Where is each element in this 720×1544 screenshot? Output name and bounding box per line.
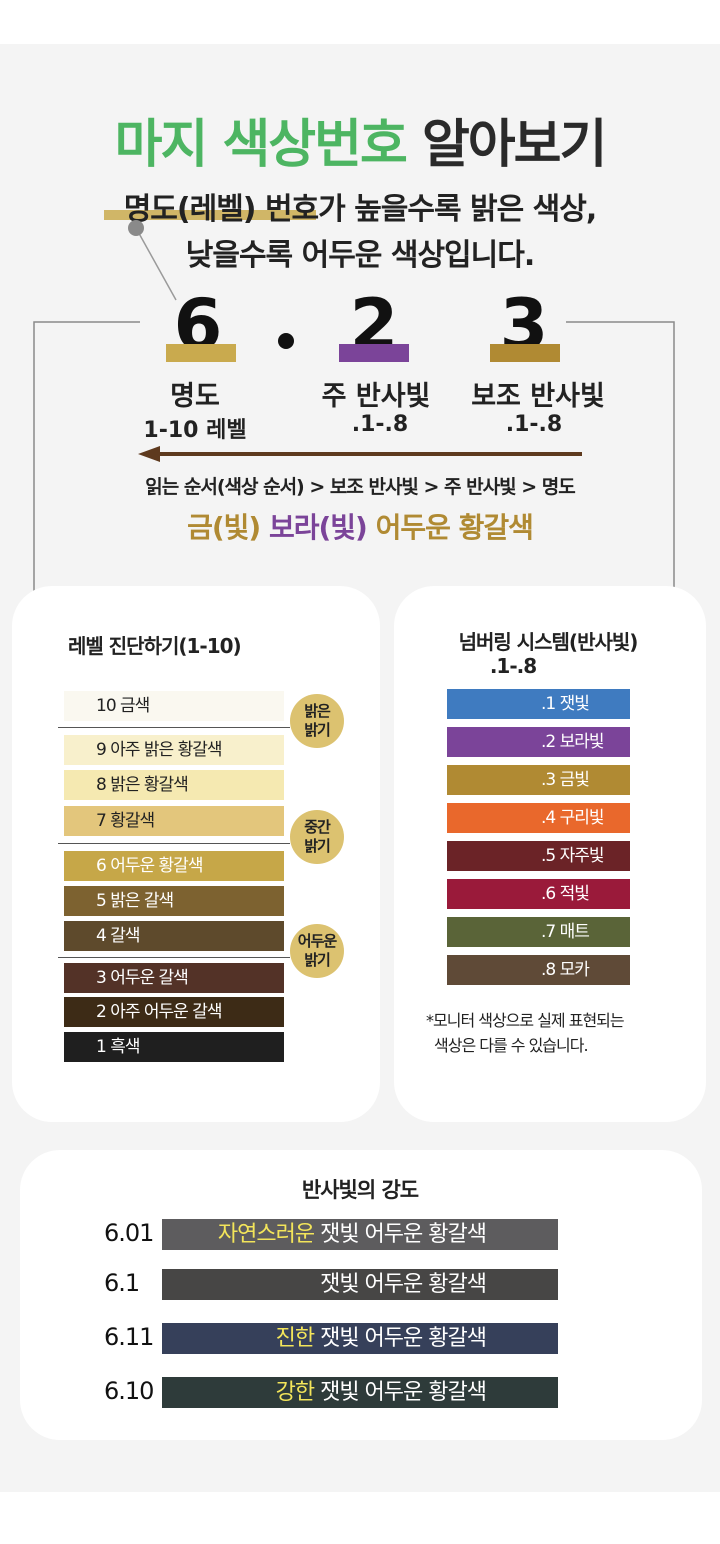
primary-bar <box>339 344 409 362</box>
intensity-bar: 진한 잿빛 어두운 황갈색 <box>162 1323 558 1354</box>
result-text: 금(빛) 보라(빛) 어두운 황갈색 <box>0 506 720 546</box>
level-8: 8 밝은 황갈색 <box>64 770 284 800</box>
intro-line-2: 낮을수록 어두운 색상입니다. <box>185 238 536 273</box>
level-5: 5 밝은 갈색 <box>64 886 284 916</box>
reflect-3: .3 금빛 <box>447 765 630 795</box>
intensity-highlight: 강한 <box>275 1380 315 1405</box>
range-primary: .1-.8 <box>351 412 409 437</box>
label-level: 명도 <box>170 381 220 412</box>
reflect-6: .6 적빛 <box>447 879 630 909</box>
reflect-8: .8 모카 <box>447 955 630 985</box>
reflect-7: .7 매트 <box>447 917 630 947</box>
separator-dot <box>278 333 294 349</box>
intensity-text: 잿빛 어두운 황갈색 <box>320 1272 487 1297</box>
level-10: 10 금색 <box>64 691 284 721</box>
intensity-bar: 강한 잿빛 어두운 황갈색 <box>162 1377 558 1408</box>
page-title: 마지 색상번호 알아보기 <box>0 102 720 177</box>
range-level: 1-10 레벨 <box>143 418 247 443</box>
level-4: 4 갈색 <box>64 921 284 951</box>
result-rest: 어두운 황갈색 <box>375 511 534 544</box>
numbering-title: 넘버링 시스템(반사빛) <box>458 630 639 654</box>
intensity-bar: 잿빛 어두운 황갈색 <box>162 1269 558 1300</box>
title-green: 마지 색상번호 <box>114 115 408 175</box>
result-gold: 금(빛) <box>187 511 261 544</box>
intensity-code: 6.10 <box>104 1377 154 1405</box>
intensity-title: 반사빛의 강도 <box>301 1178 419 1202</box>
level-divider <box>58 957 290 958</box>
tag-medium: 중간 밝기 <box>290 810 344 864</box>
label-secondary: 보조 반사빛 <box>471 381 605 412</box>
level-1: 1 흑색 <box>64 1032 284 1062</box>
level-card-title: 레벨 진단하기(1-10) <box>68 634 242 658</box>
level-bar <box>166 344 236 362</box>
intro-line-1: 명도(레벨) 번호가 높을수록 밝은 색상, <box>123 192 598 227</box>
title-dark: 알아보기 <box>421 115 607 175</box>
reflect-4: .4 구리빛 <box>447 803 630 833</box>
intensity-highlight: 자연스러운 <box>217 1222 315 1247</box>
level-divider <box>58 843 290 844</box>
intensity-code: 6.1 <box>104 1269 140 1297</box>
secondary-bar <box>490 344 560 362</box>
intensity-text: 잿빛 어두운 황갈색 <box>314 1380 487 1405</box>
level-divider <box>58 727 290 728</box>
intensity-text: 잿빛 어두운 황갈색 <box>314 1326 487 1351</box>
level-3: 3 어두운 갈색 <box>64 963 284 993</box>
note-line-2: 색상은 다를 수 있습니다. <box>434 1036 589 1055</box>
reading-arrow-line <box>158 452 582 456</box>
highlight-underline <box>104 210 316 220</box>
reflect-1: .1 잿빛 <box>447 689 630 719</box>
intensity-text: 잿빛 어두운 황갈색 <box>314 1222 487 1247</box>
reflect-2: .2 보라빛 <box>447 727 630 757</box>
reading-arrow-head <box>138 446 160 462</box>
level-6: 6 어두운 황갈색 <box>64 851 284 881</box>
numbering-subtitle: .1-.8 <box>489 654 537 678</box>
level-2: 2 아주 어두운 갈색 <box>64 997 284 1027</box>
intensity-code: 6.11 <box>104 1323 154 1351</box>
level-7: 7 황갈색 <box>64 806 284 836</box>
range-secondary: .1-.8 <box>505 412 563 437</box>
level-9: 9 아주 밝은 황갈색 <box>64 735 284 765</box>
result-purple: 보라(빛) <box>268 511 368 544</box>
label-primary: 주 반사빛 <box>321 381 431 412</box>
intensity-highlight: 진한 <box>275 1326 315 1351</box>
note-line-1: *모니터 색상으로 실제 표현되는 <box>426 1011 625 1030</box>
tag-dark: 어두운 밝기 <box>290 924 344 978</box>
tag-bright: 밝은 밝기 <box>290 694 344 748</box>
intensity-code: 6.01 <box>104 1219 154 1247</box>
reflect-5: .5 자주빛 <box>447 841 630 871</box>
intensity-bar: 자연스러운 잿빛 어두운 황갈색 <box>162 1219 558 1250</box>
reading-order: 읽는 순서(색상 순서) > 보조 반사빛 > 주 반사빛 > 명도 <box>145 476 575 498</box>
